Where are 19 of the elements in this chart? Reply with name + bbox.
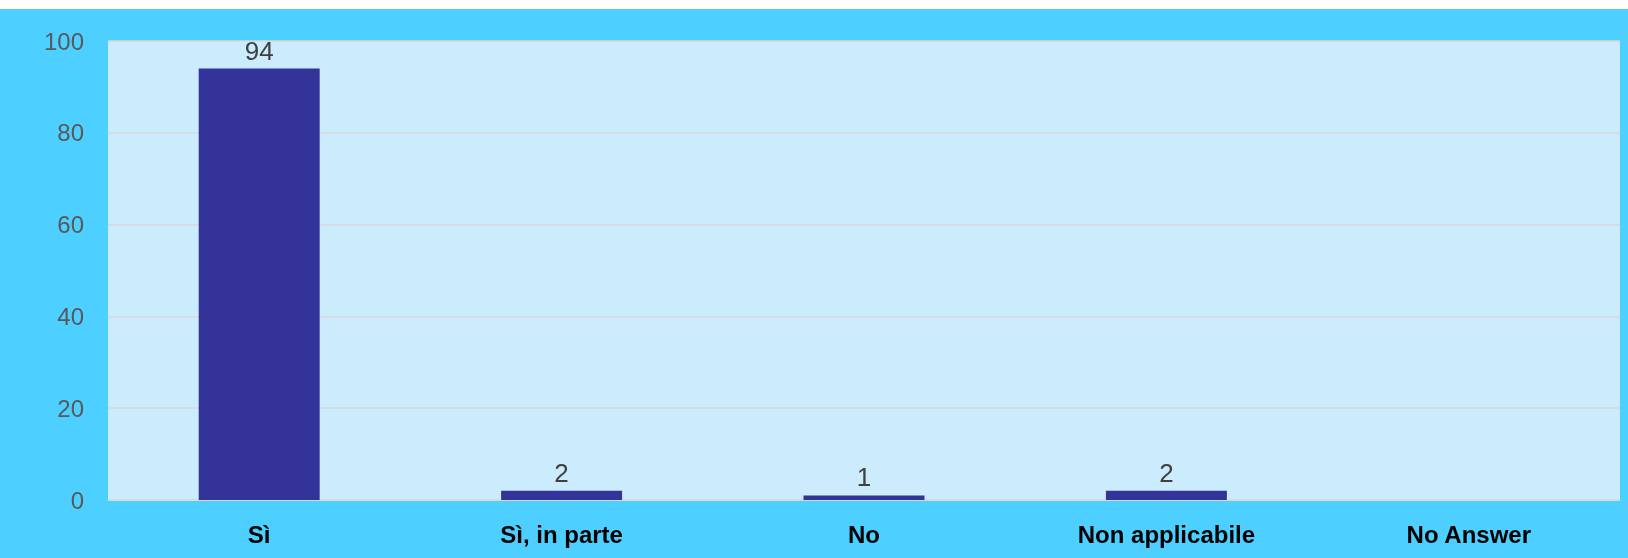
x-tick-label: Sì, in parte bbox=[500, 520, 623, 548]
y-tick-label: 60 bbox=[57, 211, 84, 239]
x-tick-label: Non applicabile bbox=[1077, 520, 1256, 548]
y-tick-label: 100 bbox=[43, 27, 84, 55]
data-label: 1 bbox=[856, 462, 872, 493]
y-tick-label: 20 bbox=[57, 394, 84, 422]
y-tick-label: 40 bbox=[57, 302, 84, 330]
data-label: 94 bbox=[244, 35, 274, 66]
bar bbox=[1105, 490, 1227, 500]
data-label: 2 bbox=[1159, 457, 1174, 488]
bar bbox=[501, 490, 623, 500]
data-label: 2 bbox=[554, 457, 569, 488]
x-tick-label: Sì bbox=[247, 520, 271, 548]
x-tick-label: No Answer bbox=[1406, 520, 1532, 548]
x-tick-label: No bbox=[848, 520, 880, 548]
y-tick-label: 0 bbox=[70, 486, 84, 514]
bar bbox=[198, 68, 320, 500]
bar bbox=[803, 495, 925, 500]
y-tick-label: 80 bbox=[57, 119, 84, 147]
